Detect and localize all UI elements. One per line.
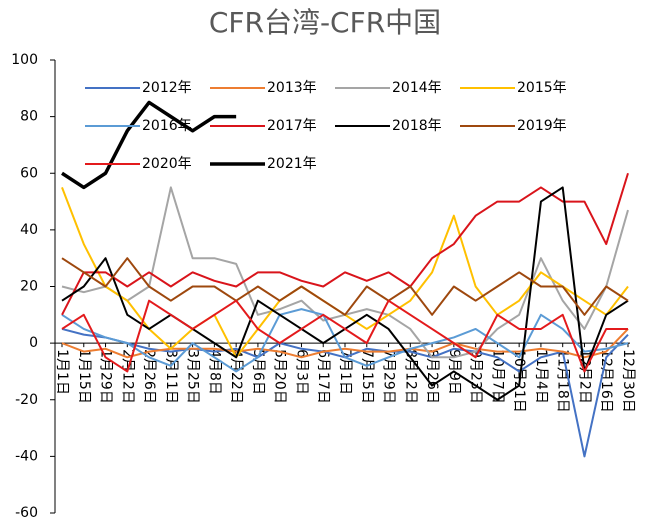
x-tick-label: 12月16日 bbox=[598, 349, 614, 413]
series-line bbox=[61, 100, 237, 190]
y-tick-label: 100 bbox=[11, 52, 38, 68]
x-tick-label: 7月1日 bbox=[337, 349, 353, 395]
legend-label: 2012年 bbox=[142, 80, 192, 96]
x-tick-label: 5月20日 bbox=[272, 349, 288, 404]
x-tick-label: 1月1日 bbox=[54, 349, 70, 395]
y-tick-label: 0 bbox=[29, 335, 38, 351]
x-tick-label: 9月23日 bbox=[468, 349, 484, 404]
x-tick-label: 7月29日 bbox=[381, 349, 397, 404]
legend-label: 2015年 bbox=[517, 80, 567, 96]
x-tick-label: 1月29日 bbox=[98, 349, 114, 404]
y-tick-label: -20 bbox=[15, 392, 38, 408]
legend-label: 2018年 bbox=[392, 118, 442, 134]
x-tick-label: 1月15日 bbox=[76, 349, 92, 404]
y-tick-label: 80 bbox=[20, 109, 38, 125]
legend-label: 2020年 bbox=[142, 156, 192, 172]
x-tick-label: 2月26日 bbox=[141, 349, 157, 404]
series-line bbox=[61, 299, 628, 373]
x-tick-label: 4月8日 bbox=[206, 349, 222, 395]
x-tick-label: 11月4日 bbox=[533, 349, 549, 404]
x-tick-label: 7月15日 bbox=[359, 349, 375, 404]
x-tick-label: 2月12日 bbox=[119, 349, 135, 404]
x-tick-label: 12月30日 bbox=[620, 349, 636, 413]
legend-label: 2017年 bbox=[267, 118, 317, 134]
x-tick-label: 4月22日 bbox=[228, 349, 244, 404]
series-line bbox=[61, 328, 629, 359]
x-tick-label: 3月25日 bbox=[185, 349, 201, 404]
legend-label: 2021年 bbox=[267, 156, 317, 172]
y-tick-label: -40 bbox=[15, 448, 38, 464]
y-tick-label: 40 bbox=[20, 222, 38, 238]
x-tick-label: 8月26日 bbox=[424, 349, 440, 404]
x-tick-label: 6月3日 bbox=[293, 349, 309, 395]
series-line bbox=[61, 257, 629, 316]
x-tick-label: 3月11日 bbox=[163, 349, 179, 404]
legend-label: 2016年 bbox=[142, 118, 192, 134]
x-tick-label: 10月7日 bbox=[489, 349, 505, 404]
legend-label: 2019年 bbox=[517, 118, 567, 134]
y-tick-label: -60 bbox=[15, 505, 38, 521]
chart-title: CFR台湾-CFR中国 bbox=[209, 6, 441, 39]
series-line bbox=[61, 172, 629, 316]
y-tick-label: 60 bbox=[20, 165, 38, 181]
x-tick-label: 11月18日 bbox=[555, 349, 571, 413]
legend-label: 2013年 bbox=[267, 80, 317, 96]
x-tick-label: 6月17日 bbox=[315, 349, 331, 404]
y-tick-label: 20 bbox=[20, 279, 38, 295]
legend-label: 2014年 bbox=[392, 80, 442, 96]
